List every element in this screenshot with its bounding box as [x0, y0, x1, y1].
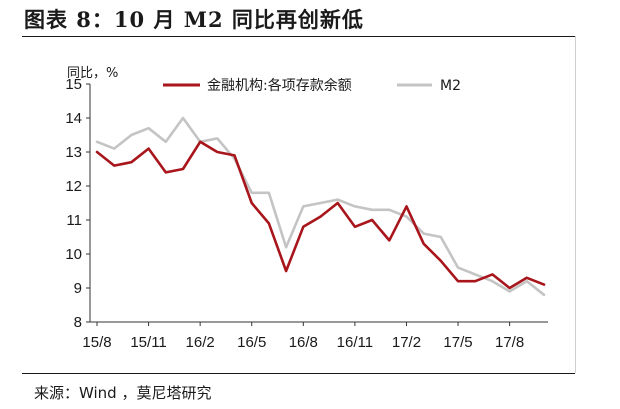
- y-tick-label: 11: [66, 212, 82, 229]
- chart-legend: 金融机构:各项存款余额 M2: [163, 77, 461, 94]
- y-tick-label: 10: [65, 246, 82, 263]
- legend-label: 金融机构:各项存款余额: [207, 77, 352, 94]
- y-tick-label: 12: [65, 178, 82, 195]
- x-tick-label: 16/5: [237, 334, 266, 351]
- source-rule: [22, 373, 575, 374]
- right-border: [575, 36, 576, 373]
- x-tick-label: 16/8: [289, 334, 318, 351]
- x-tick-label: 16/2: [186, 334, 215, 351]
- x-tick-label: 17/5: [443, 334, 472, 351]
- title-underline: [22, 36, 575, 37]
- figure-title: 图表 8：10 月 M2 同比再创新低: [24, 7, 364, 32]
- x-tick-label: 17/8: [495, 334, 524, 351]
- series-line-deposits: [95, 140, 546, 290]
- y-tick-label: 14: [65, 110, 82, 127]
- chart-series: [95, 116, 546, 297]
- y-axis-label: 同比，%: [67, 66, 118, 81]
- series-line-m2: [95, 116, 546, 297]
- x-tick-label: 15/8: [82, 334, 111, 351]
- legend-label: M2: [440, 78, 461, 94]
- x-tick-label: 17/2: [392, 334, 421, 351]
- source-note: 来源：Wind ，莫尼塔研究: [34, 384, 212, 402]
- y-tick-label: 15: [65, 76, 82, 93]
- y-tick-label: 9: [74, 280, 82, 297]
- x-tick-label: 16/11: [337, 334, 373, 351]
- y-tick-label: 13: [65, 144, 82, 161]
- x-tick-label: 15/11: [130, 334, 166, 351]
- y-tick-label: 8: [74, 314, 82, 331]
